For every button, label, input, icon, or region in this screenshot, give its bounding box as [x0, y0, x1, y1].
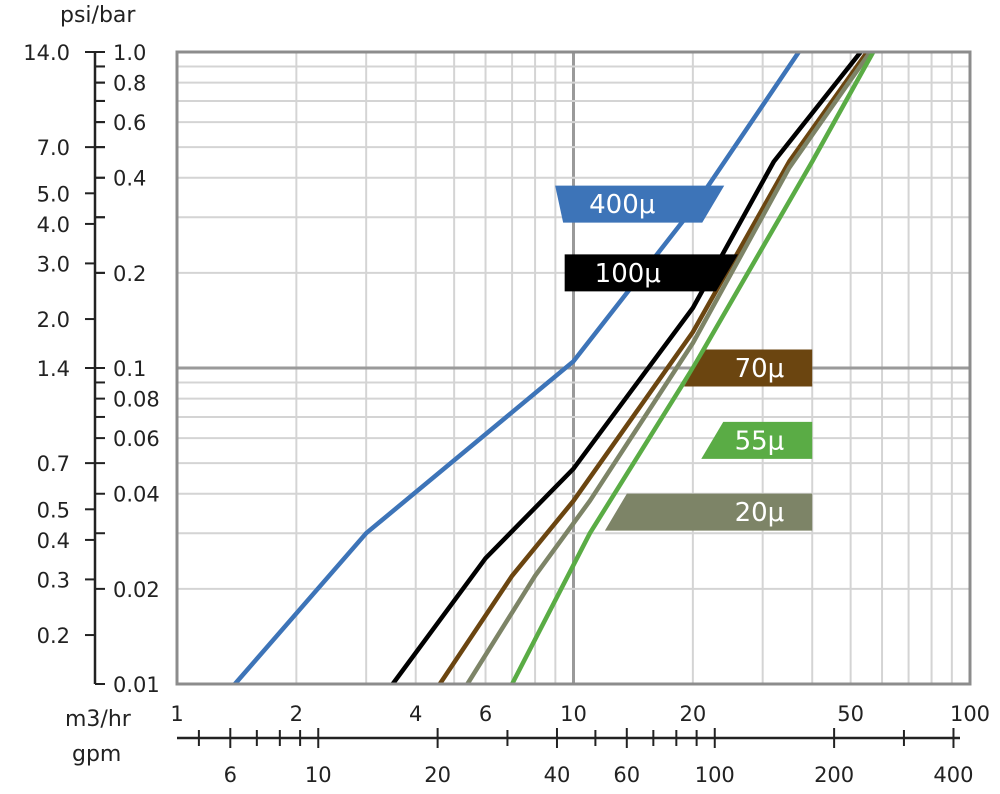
gpm-tick-label: 6 — [224, 763, 237, 787]
bar-tick-label: 1.0 — [113, 41, 146, 65]
gpm-tick-label: 10 — [305, 763, 332, 787]
badge-shape-400u — [555, 185, 725, 223]
curve-70u — [437, 50, 869, 686]
grid — [177, 52, 970, 684]
badge-400u: 400μ — [555, 185, 725, 223]
left-axis: 0.01 0.02 0.04 0.06 0.08 0.1 0.2 0.4 0.6 0.8 1.0 0.… — [23, 41, 160, 697]
curve-100u — [390, 50, 863, 686]
plot-frame — [175, 50, 972, 686]
curve-55u — [510, 50, 876, 686]
bar-tick-label: 0.02 — [113, 578, 160, 602]
badge-shape-100u — [564, 254, 739, 292]
x-tick-label: 50 — [837, 702, 864, 726]
psi-tick-label: 14.0 — [23, 41, 70, 65]
gpm-tick-label: 40 — [544, 763, 571, 787]
badge-label-400u: 400μ — [589, 190, 655, 220]
badge-shape-55u — [701, 421, 813, 459]
badge-label-100u: 100μ — [595, 259, 661, 289]
flow-curves — [233, 50, 876, 686]
gpm-tick-label: 60 — [613, 763, 640, 787]
bar-tick-label: 0.1 — [113, 357, 146, 381]
x-tick-label: 6 — [479, 702, 492, 726]
bar-tick-label: 0.2 — [113, 262, 146, 286]
y-secondary-axis-title: psi/bar — [60, 3, 136, 28]
gpm-tick-label: 20 — [424, 763, 451, 787]
bar-tick-label: 0.01 — [113, 673, 160, 697]
badge-label-55u: 55μ — [735, 426, 785, 456]
bar-tick-label: 0.04 — [113, 483, 160, 507]
psi-tick-label: 4.0 — [37, 213, 70, 237]
psi-tick-label: 3.0 — [37, 252, 70, 276]
bottom-axis: 1 2 4 6 10 20 50 100 6 10 20 40 60 100 200 400 — [170, 702, 990, 787]
x-tick-label: 1 — [170, 702, 183, 726]
bar-tick-label: 0.6 — [113, 111, 146, 135]
psi-tick-label: 0.3 — [37, 568, 70, 592]
badge-label-70u: 70μ — [735, 354, 785, 384]
bar-tick-label: 0.08 — [113, 388, 160, 412]
badge-label-20u: 20μ — [735, 498, 785, 528]
x-tick-label: 20 — [679, 702, 706, 726]
badge-20u: 20μ — [604, 493, 813, 531]
psi-tick-label: 0.2 — [37, 624, 70, 648]
psi-tick-label: 1.4 — [37, 357, 70, 381]
badge-shape-20u — [604, 493, 813, 531]
x-tick-label: 2 — [290, 702, 303, 726]
axes: 1 2 4 6 10 20 50 100 6 10 20 40 60 100 200 400 0.01 0.02… — [23, 41, 990, 787]
badge-70u: 70μ — [684, 349, 813, 387]
psi-tick-label: 0.5 — [37, 498, 70, 522]
psi-tick-label: 5.0 — [37, 182, 70, 206]
badge-100u: 100μ — [564, 254, 739, 292]
x-tick-label: 4 — [409, 702, 422, 726]
gpm-tick-label: 100 — [695, 763, 735, 787]
badge-55u: 55μ — [701, 421, 813, 459]
bar-tick-label: 0.4 — [113, 167, 146, 191]
curve-400u — [233, 50, 801, 686]
x-primary-axis-title: m3/hr — [65, 707, 132, 732]
series-badges: 400μ 100μ 70μ 55μ 20μ — [555, 185, 813, 531]
psi-tick-label: 7.0 — [37, 136, 70, 160]
x-tick-label: 100 — [950, 702, 990, 726]
x-tick-label: 10 — [560, 702, 587, 726]
x-secondary-axis-title: gpm — [72, 742, 121, 767]
psi-tick-label: 2.0 — [37, 308, 70, 332]
gpm-tick-label: 400 — [933, 763, 973, 787]
psi-tick-label: 0.7 — [37, 452, 70, 476]
bar-tick-label: 0.06 — [113, 427, 160, 451]
curve-20u — [465, 50, 873, 686]
psi-tick-label: 0.4 — [37, 529, 70, 553]
gpm-tick-label: 200 — [814, 763, 854, 787]
bar-tick-label: 0.8 — [113, 72, 146, 96]
badge-shape-70u — [684, 349, 813, 387]
